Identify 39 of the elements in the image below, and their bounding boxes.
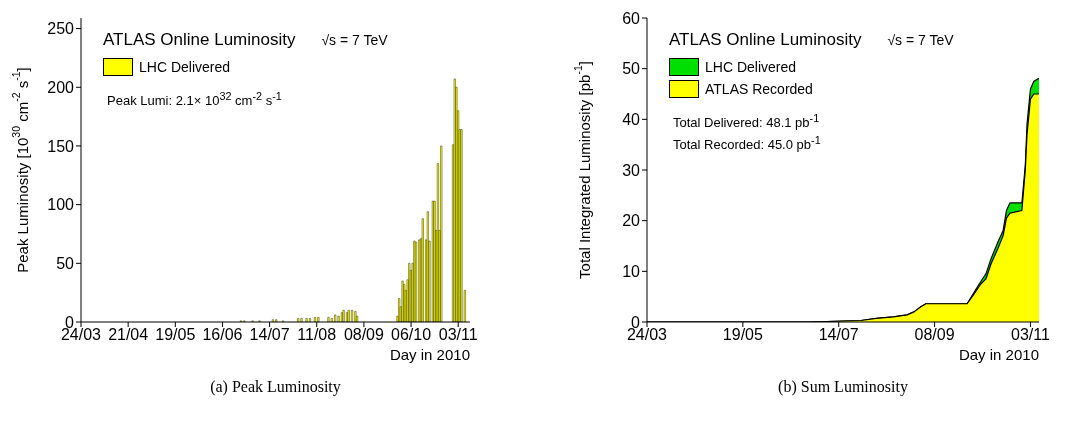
y-tick-label: 60	[622, 9, 641, 27]
legend-label: ATLAS Recorded	[705, 81, 813, 97]
x-tick-label: 14/07	[818, 326, 859, 344]
text: (a) Peak Luminosity	[209, 378, 342, 396]
x-tick-label: 06/10	[391, 326, 432, 344]
y-tick-label: 50	[622, 60, 641, 78]
y-tick-label: 10	[622, 263, 641, 281]
y-tick-label: 150	[47, 137, 75, 155]
x-axis-title: Day in 2010	[389, 346, 470, 363]
x-tick-label: 11/08	[297, 326, 337, 344]
x-tick-label: 03/11	[438, 326, 478, 344]
x-tick-label: 21/04	[108, 326, 149, 344]
y-tick-label: 50	[56, 254, 75, 272]
y-tick-label: 20	[622, 212, 641, 230]
annotation: √s = 7 TeV	[887, 32, 954, 48]
x-tick-label: 03/11	[1011, 326, 1050, 344]
annotation: Peak Lumi: 2.1× 10$^{32}$ cm$^{-2}$ s$^{-1}$	[107, 90, 283, 109]
x-tick-label: 24/03	[60, 326, 102, 344]
y-tick-label: 40	[622, 111, 641, 129]
annotation: Total Delivered: 48.1 pb$^{-1}$	[673, 112, 821, 131]
x-tick-label: 16/06	[202, 326, 243, 344]
y-tick-label: 30	[622, 161, 641, 179]
x-tick-label: 19/05	[155, 326, 196, 344]
x-tick-label: 08/09	[343, 326, 385, 344]
legend-label: LHC Delivered	[139, 59, 231, 75]
x-tick-label: 08/09	[914, 326, 955, 344]
y-tick-label: 250	[47, 20, 75, 38]
annotation: Total Recorded: 45.0 pb$^{-1}$	[673, 134, 822, 153]
x-axis-title: Day in 2010	[958, 346, 1039, 363]
y-tick-label: 200	[47, 78, 75, 96]
annotation: ATLAS Online Luminosity	[103, 30, 296, 50]
x-tick-label: 24/03	[626, 326, 668, 344]
x-tick-label: 14/07	[249, 326, 290, 344]
annotation: ATLAS Online Luminosity	[669, 30, 862, 50]
x-tick-label: 19/05	[722, 326, 763, 344]
y-tick-label: 100	[47, 196, 75, 214]
annotation: √s = 7 TeV	[321, 32, 388, 48]
legend-label: LHC Delivered	[705, 59, 797, 75]
text: (b) Sum Luminosity	[777, 378, 909, 396]
